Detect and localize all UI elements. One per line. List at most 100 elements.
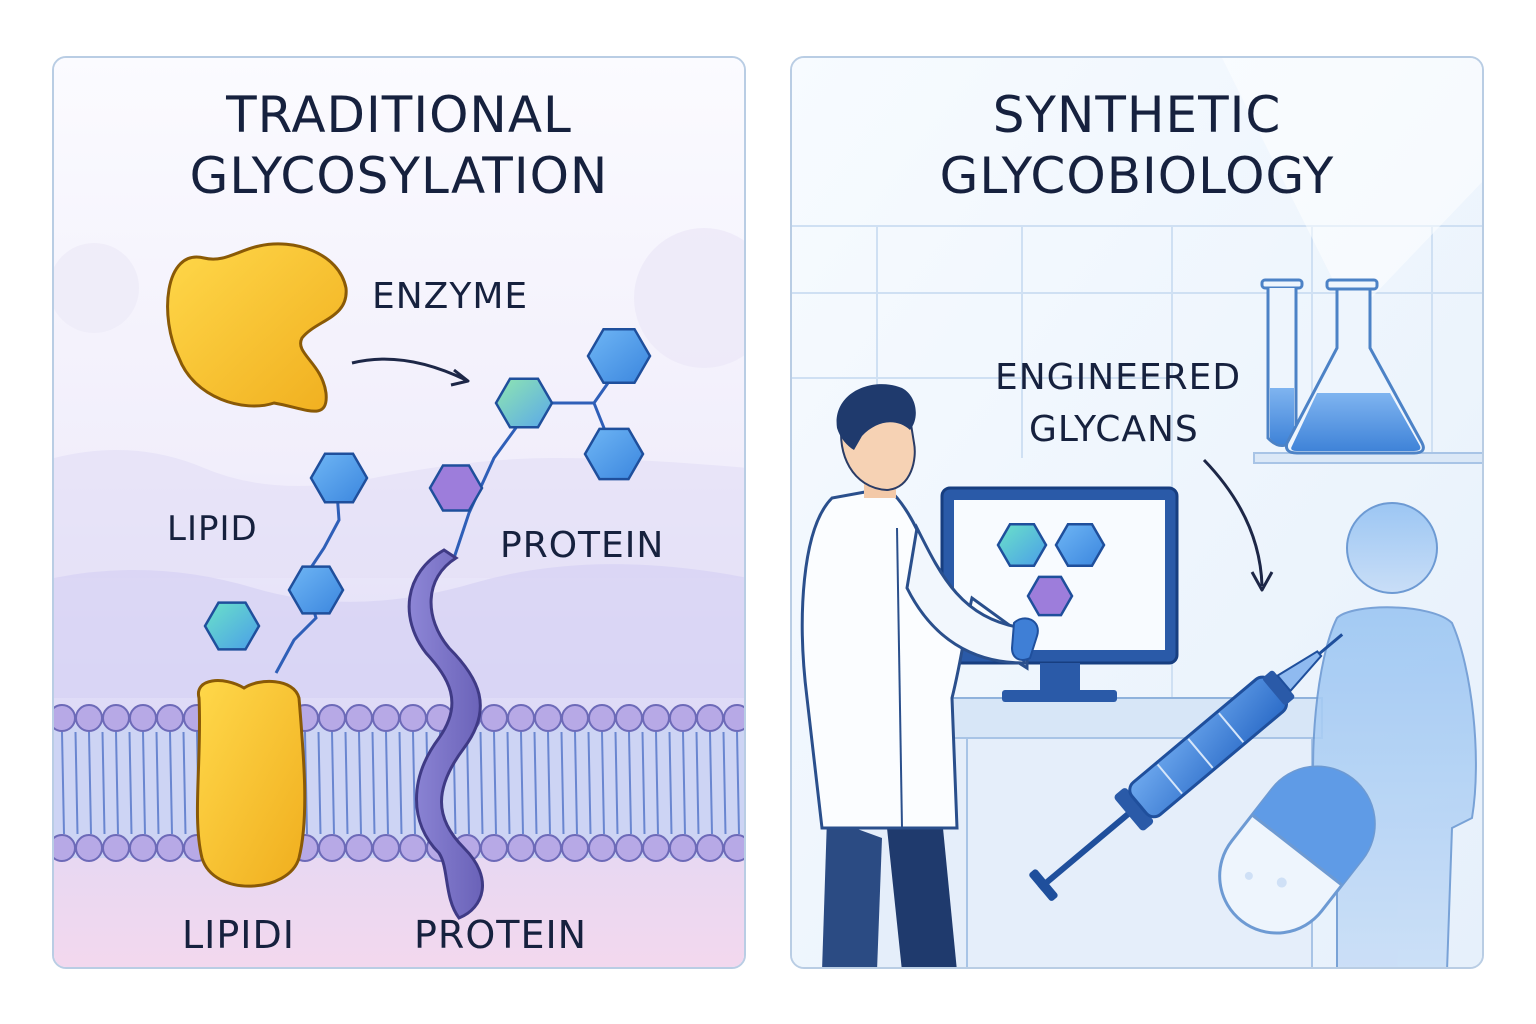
lipid-tail <box>466 731 470 835</box>
lipid-tail <box>628 731 632 835</box>
lipid-tail <box>88 731 92 835</box>
lipid-tail <box>169 731 173 835</box>
glycan-hexagon <box>586 327 652 385</box>
lipid-head <box>534 834 562 862</box>
lipid-tail <box>587 731 592 835</box>
lipid-head <box>399 704 427 732</box>
lipid-tail <box>182 731 187 835</box>
lipid-head <box>561 704 589 732</box>
glycan-hexagon <box>203 601 261 651</box>
right-title-line2: GLYCOBIOLOGY <box>939 147 1335 205</box>
lipid-head <box>588 704 616 732</box>
lipid-head <box>399 834 427 862</box>
lipid-head <box>480 704 508 732</box>
lipid-tail <box>331 731 335 835</box>
lipid-tail <box>398 731 403 835</box>
glycan-hexagon <box>494 377 554 429</box>
lipid-head <box>54 834 76 862</box>
lipid-head <box>54 704 76 732</box>
lipid-head <box>723 704 744 732</box>
lipid-tail <box>412 731 416 835</box>
glycan-hexagon <box>309 452 369 504</box>
lipid-label: LIPID <box>167 509 258 549</box>
lipid-tail <box>101 731 106 835</box>
protein-bottom-label: PROTEIN <box>414 913 588 957</box>
lipid-head <box>507 704 535 732</box>
lipid-head <box>642 704 670 732</box>
glycan-hexagon <box>287 565 345 615</box>
lipid-head <box>345 704 373 732</box>
screen-glycan-hexagon <box>1054 522 1106 568</box>
scientist-figure <box>800 384 1039 967</box>
lipid-head <box>480 834 508 862</box>
traditional-glycosylation-panel: TRADITIONAL GLYCOSYLATION ENZYME LIPID P… <box>52 56 746 969</box>
lipid-head <box>669 704 697 732</box>
enzyme-arrow <box>351 357 467 382</box>
lipid-head <box>75 834 103 862</box>
lipid-head <box>102 834 130 862</box>
lipid-tail <box>574 731 578 835</box>
lipid-head <box>318 704 346 732</box>
lipid-tail <box>155 731 160 835</box>
lipid-tail <box>74 731 79 835</box>
lipid-tail <box>317 731 322 835</box>
lipid-head <box>534 704 562 732</box>
lipid-tail <box>128 731 133 835</box>
lipid-head <box>318 834 346 862</box>
lipid-tail <box>371 731 376 835</box>
lipid-tail <box>668 731 673 835</box>
enzyme-label: ENZYME <box>372 276 529 317</box>
lipid-tail <box>506 731 511 835</box>
patient-silhouette <box>1312 502 1477 967</box>
lipid-tail <box>547 731 551 835</box>
lipid-head <box>102 704 130 732</box>
protein-label: PROTEIN <box>500 525 665 566</box>
lipid-head <box>129 834 157 862</box>
lipid-bottom-label: LIPIDI <box>182 913 295 957</box>
lipid-head <box>696 704 724 732</box>
lipid-head <box>696 834 724 862</box>
lipid-tail <box>61 731 65 835</box>
erlenmeyer-flask <box>1285 278 1425 455</box>
lipid-tail <box>520 731 524 835</box>
lipid-head <box>156 834 184 862</box>
engineered-label-line2: GLYCANS <box>1029 409 1199 450</box>
capsule <box>1218 765 1376 935</box>
enzyme-shape <box>166 242 348 413</box>
lipid-head <box>372 834 400 862</box>
lipid-head <box>372 704 400 732</box>
lipid-tail <box>695 731 700 835</box>
lipid-head <box>561 834 589 862</box>
lipid-head <box>615 704 643 732</box>
lipid-head <box>507 834 535 862</box>
left-title-line2: GLYCOSYLATION <box>189 147 609 205</box>
lipid-head <box>75 704 103 732</box>
test-tube <box>1260 278 1304 447</box>
left-illustration <box>54 58 744 967</box>
lipid-head <box>723 834 744 862</box>
lipid-tail <box>142 731 146 835</box>
protein-coil-shape <box>407 548 484 920</box>
lipid-tail <box>533 731 538 835</box>
synthetic-glycobiology-panel: SYNTHETIC GLYCOBIOLOGY ENGINEERED GLYCAN… <box>790 56 1484 969</box>
lipid-head <box>129 704 157 732</box>
lipid-head <box>642 834 670 862</box>
lipid-tail <box>709 731 713 835</box>
lipid-tail <box>560 731 565 835</box>
glycan-hexagon <box>583 427 645 481</box>
lipid-tail <box>601 731 605 835</box>
engineered-glycans-arrow <box>1202 458 1264 587</box>
glycan-hexagon <box>428 464 484 512</box>
lipid-head <box>615 834 643 862</box>
lipid-tail <box>722 731 727 835</box>
lipid-tail <box>736 731 740 835</box>
right-illustration <box>792 58 1482 967</box>
lipid-tail <box>493 731 497 835</box>
lipid-tail <box>115 731 119 835</box>
lipid-head <box>588 834 616 862</box>
screen-glycan-hexagon <box>1026 575 1074 617</box>
lipid-head <box>156 704 184 732</box>
lipid-head <box>669 834 697 862</box>
left-title-line1: TRADITIONAL <box>226 86 572 144</box>
